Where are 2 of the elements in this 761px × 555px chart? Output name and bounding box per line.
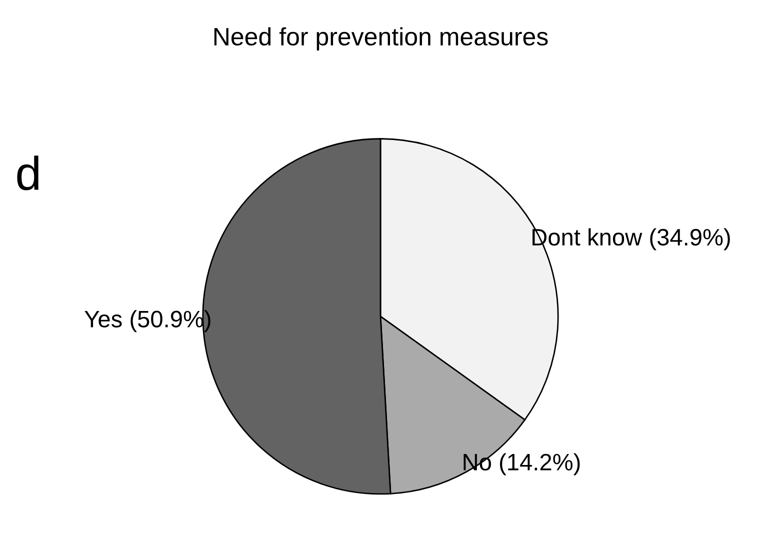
chart-title: Need for prevention measures: [214, 27, 548, 50]
text: d: [17, 156, 38, 190]
